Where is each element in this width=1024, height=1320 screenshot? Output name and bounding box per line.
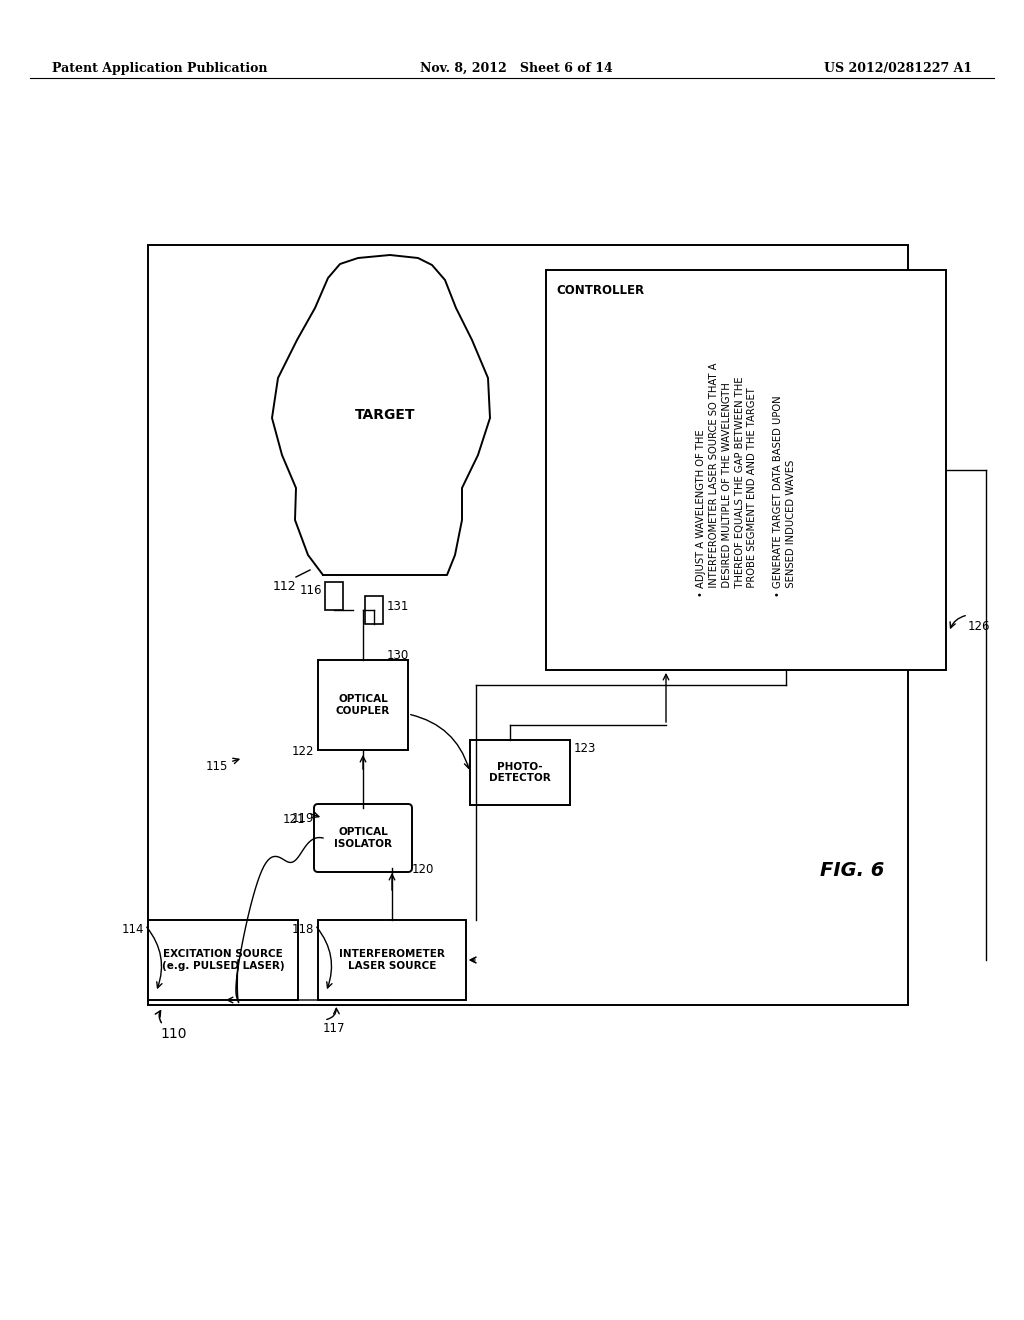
Text: 122: 122 [292, 744, 314, 758]
Text: Patent Application Publication: Patent Application Publication [52, 62, 267, 75]
Text: EXCITATION SOURCE
(e.g. PULSED LASER): EXCITATION SOURCE (e.g. PULSED LASER) [162, 949, 285, 970]
Text: Nov. 8, 2012   Sheet 6 of 14: Nov. 8, 2012 Sheet 6 of 14 [420, 62, 612, 75]
Text: 118: 118 [292, 923, 314, 936]
Text: 119: 119 [292, 812, 314, 825]
Text: 115: 115 [206, 760, 228, 774]
FancyBboxPatch shape [546, 271, 946, 671]
Text: OPTICAL
COUPLER: OPTICAL COUPLER [336, 694, 390, 715]
Text: INTERFEROMETER
LASER SOURCE: INTERFEROMETER LASER SOURCE [339, 949, 445, 970]
Text: • ADJUST A WAVELENGTH OF THE
   INTERFEROMETER LASER SOURCE SO THAT A
   DESIRED: • ADJUST A WAVELENGTH OF THE INTERFEROME… [696, 363, 796, 597]
Text: 121: 121 [283, 813, 305, 826]
Text: 112: 112 [272, 579, 296, 593]
Text: US 2012/0281227 A1: US 2012/0281227 A1 [824, 62, 972, 75]
Text: 131: 131 [387, 601, 410, 612]
Text: CONTROLLER: CONTROLLER [556, 284, 644, 297]
FancyBboxPatch shape [470, 741, 570, 805]
FancyBboxPatch shape [365, 597, 383, 624]
Text: 120: 120 [412, 863, 434, 876]
Text: PHOTO-
DETECTOR: PHOTO- DETECTOR [489, 762, 551, 783]
Text: 123: 123 [574, 742, 596, 755]
Text: TARGET: TARGET [354, 408, 416, 422]
FancyBboxPatch shape [318, 920, 466, 1001]
Text: 116: 116 [299, 583, 322, 597]
Text: 130: 130 [387, 649, 410, 663]
FancyBboxPatch shape [318, 660, 408, 750]
Text: FIG. 6: FIG. 6 [820, 861, 885, 879]
Text: OPTICAL
ISOLATOR: OPTICAL ISOLATOR [334, 828, 392, 849]
FancyBboxPatch shape [314, 804, 412, 873]
Text: 110: 110 [160, 1027, 186, 1041]
FancyBboxPatch shape [148, 920, 298, 1001]
Text: 117: 117 [323, 1022, 345, 1035]
FancyBboxPatch shape [325, 582, 343, 610]
Text: 126: 126 [968, 620, 990, 634]
Text: 114: 114 [122, 923, 144, 936]
